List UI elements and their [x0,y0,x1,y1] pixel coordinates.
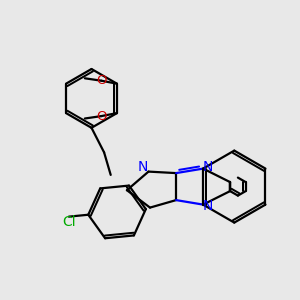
Text: N: N [138,160,148,174]
Text: O: O [96,74,106,87]
Text: N: N [203,200,213,213]
Text: Cl: Cl [62,215,76,229]
Text: O: O [96,110,106,123]
Text: N: N [203,160,213,174]
